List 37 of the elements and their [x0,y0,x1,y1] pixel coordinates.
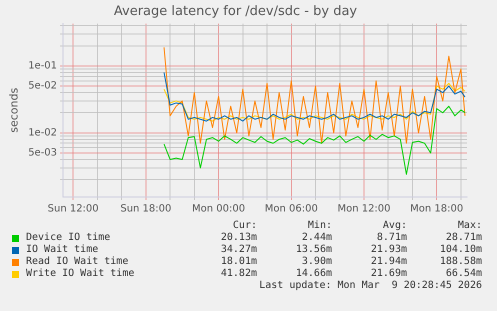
text: 21.93m [370,244,407,256]
text: Cur: [232,220,257,232]
text: 188.58m [438,256,482,268]
text: 20.13m [220,232,257,244]
y-tick-label: 5e-03 [28,148,58,159]
x-tick-label: Mon 18:00 [410,204,464,215]
text: 66.54m [444,268,482,280]
x-tick-label: Mon 12:00 [337,204,391,215]
legend-label: Device IO time [26,232,110,244]
text: 34.27m [220,244,257,256]
text: 21.94m [370,256,407,268]
x-tick-label: Mon 06:00 [264,204,318,215]
text: 41.82m [220,268,257,280]
text: 18.01m [220,256,257,268]
text: 13.56m [294,244,332,256]
text: 3.90m [300,256,332,268]
legend-label: Read IO Wait time [26,256,128,268]
text: Max: [456,220,482,232]
chart-title: Average latency for /dev/sdc - by day [114,4,358,20]
text: 104.10m [438,244,482,256]
y-tick-label: 1e-01 [28,60,58,72]
legend-label: Write IO Wait time [26,268,134,280]
text: 21.69m [370,268,407,280]
x-tick-label: Sun 12:00 [48,204,99,215]
text: 28.71m [444,232,482,244]
text: 2.44m [300,232,332,244]
text: 14.66m [294,268,332,280]
text: Min: [306,220,332,232]
text: Avg: [382,220,407,232]
y-tick-label: 5e-02 [28,80,58,92]
x-tick-label: Sun 18:00 [120,204,172,215]
y-tick-label: 1e-02 [28,127,58,138]
text: 8.71m [376,232,407,244]
y-axis-title: seconds [7,88,20,133]
x-tick-label: Mon 00:00 [192,204,246,215]
legend-label: IO Wait time [26,244,98,256]
text: Last update: Mon Mar 9 20:28:45 2026 [258,280,482,291]
